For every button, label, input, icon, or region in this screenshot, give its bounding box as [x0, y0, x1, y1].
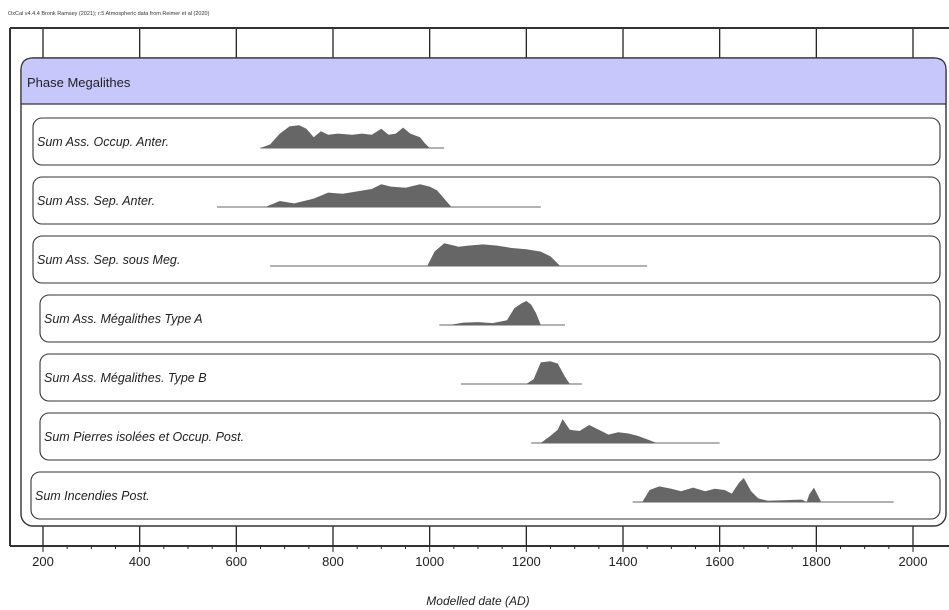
distribution-rows: Sum Ass. Occup. Anter. Sum Ass. Sep. Ante… — [30, 117, 941, 520]
tick-label: 1200 — [512, 554, 541, 569]
row-box — [32, 235, 941, 284]
tick-label: 400 — [129, 554, 151, 569]
tick-label: 800 — [322, 554, 344, 569]
distribution-row: Sum Ass. Mégalithes. Type B — [39, 353, 941, 402]
tick-label: 1800 — [802, 554, 831, 569]
x-axis: 200 400 600 800 1000 1200 1400 1600 1800 2000 — [32, 546, 927, 569]
row-box — [30, 471, 941, 520]
row-label: Sum Incendies Post. — [35, 489, 150, 503]
phase-box — [20, 57, 947, 527]
row-label: Sum Ass. Occup. Anter. — [37, 135, 169, 149]
row-box — [39, 353, 941, 402]
model-caption: OxCal v4.4.4 Bronk Ramsey (2021); r:5 At… — [8, 11, 210, 17]
row-label: Sum Pierres isolées et Occup. Post. — [44, 430, 244, 444]
tick-label: 2000 — [899, 554, 928, 569]
phase-label: Phase Megalithes — [27, 75, 131, 90]
tick-label: 1000 — [415, 554, 444, 569]
tick-label: 600 — [225, 554, 247, 569]
row-box — [32, 176, 941, 225]
row-box — [32, 117, 941, 166]
row-label: Sum Ass. Sep. Anter. — [37, 194, 155, 208]
row-label: Sum Ass. Mégalithes. Type B — [44, 371, 207, 385]
tick-label: 200 — [32, 554, 54, 569]
tick-label: 1600 — [705, 554, 734, 569]
distribution-row: Sum Pierres isolées et Occup. Post. — [39, 412, 941, 461]
distribution-row: Sum Ass. Mégalithes Type A — [39, 294, 941, 343]
distribution-row: Sum Ass. Sep. sous Meg. — [32, 235, 941, 284]
probability-distribution — [449, 301, 541, 325]
probability-distribution — [642, 478, 822, 502]
probability-distribution — [427, 243, 561, 266]
row-box — [39, 294, 941, 343]
row-box — [39, 412, 941, 461]
phase-group: Phase Megalithes — [20, 57, 947, 527]
distribution-row: Sum Ass. Occup. Anter. — [32, 117, 941, 166]
probability-distribution — [526, 361, 570, 384]
probability-distribution — [265, 184, 452, 207]
x-axis-title: Modelled date (AD) — [426, 594, 529, 608]
phase-header — [20, 57, 947, 105]
tick-label: 1400 — [609, 554, 638, 569]
row-label: Sum Ass. Sep. sous Meg. — [37, 253, 180, 267]
probability-distribution — [260, 125, 430, 148]
distribution-row: Sum Ass. Sep. Anter. — [32, 176, 941, 225]
row-label: Sum Ass. Mégalithes Type A — [44, 312, 203, 326]
distribution-row: Sum Incendies Post. — [30, 471, 941, 520]
probability-distribution — [540, 419, 657, 443]
